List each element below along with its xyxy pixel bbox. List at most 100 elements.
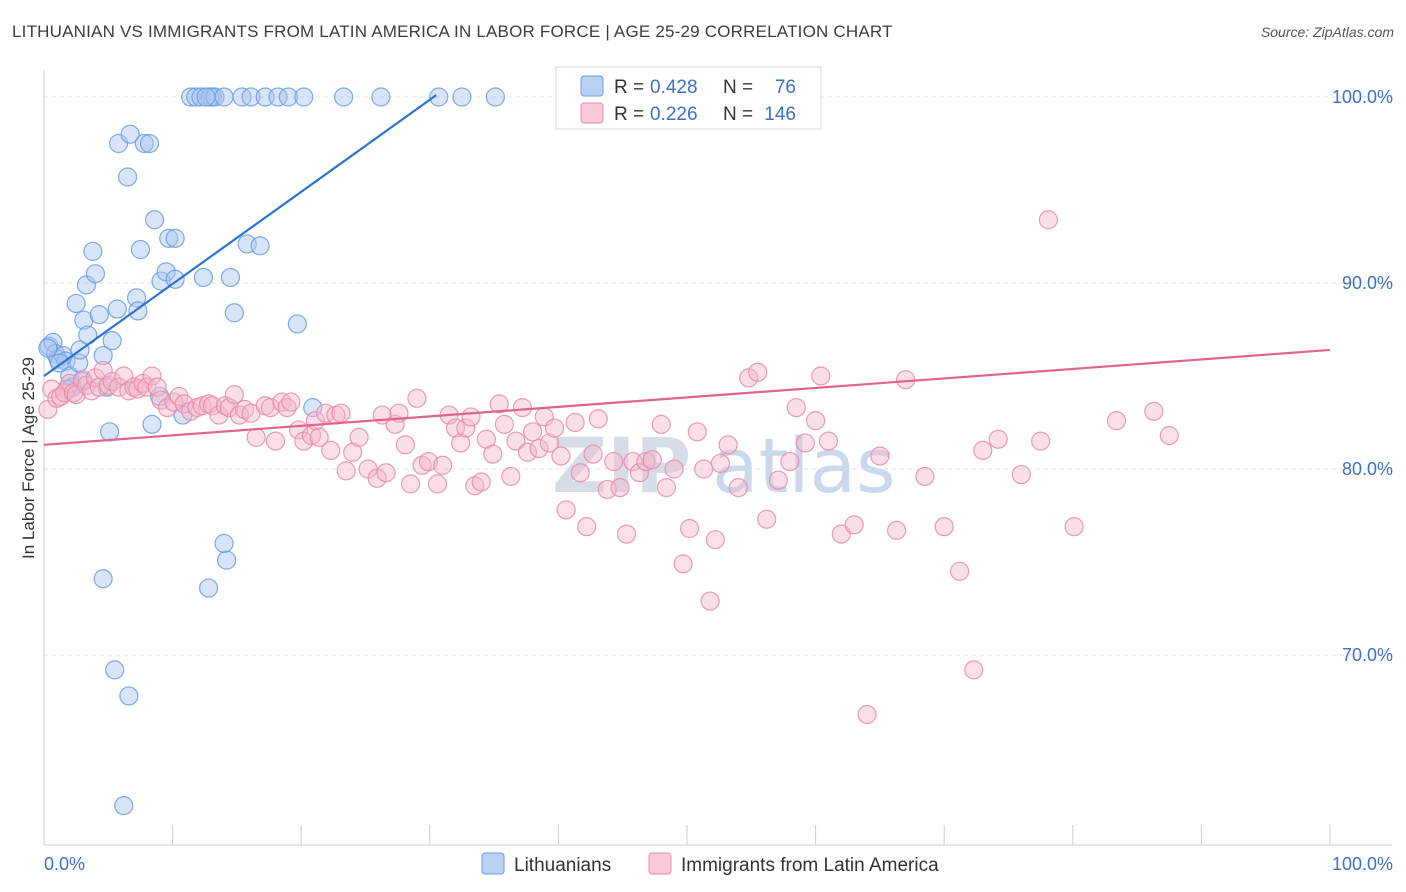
x-tick-labels: 0.0% 100.0%	[44, 854, 1393, 874]
latin-america-point-95	[556, 500, 576, 520]
latin-america-point-83	[489, 394, 509, 414]
latin-america-point-137	[915, 466, 935, 487]
latin-america-point-143	[1011, 464, 1031, 485]
latin-america-point-53	[309, 427, 329, 447]
latin-america-point-129	[811, 366, 831, 386]
lithuanians-point-51	[268, 87, 288, 107]
lithuanians-point-35	[151, 271, 171, 291]
lithuanians-point-17	[85, 264, 106, 284]
lithuanians-point-26	[120, 124, 140, 144]
latin-america-point-22	[137, 377, 157, 397]
y-tick-label-100: 100.0%	[1332, 87, 1393, 107]
latin-america-point-44	[260, 398, 280, 418]
legend-n-label-2: N =	[723, 104, 753, 125]
latin-america-point-80	[471, 472, 491, 492]
lithuanians-point-71	[105, 660, 125, 680]
lithuanians-point-22	[102, 331, 122, 351]
x-tick-label-0: 0.0%	[44, 854, 85, 874]
lithuanians-point-55	[371, 87, 391, 107]
lithuanians-point-19	[93, 345, 113, 366]
y-tick-label-80: 80.0%	[1342, 459, 1393, 479]
latin-america-point-104	[616, 524, 637, 544]
latin-america-point-16	[108, 377, 129, 397]
latin-america-point-113	[679, 518, 700, 539]
latin-america-point-140	[964, 660, 984, 680]
lithuanians-point-52	[278, 87, 298, 107]
latin-america-point-130	[818, 431, 839, 451]
latin-america-point-48	[281, 392, 301, 412]
latin-america-point-131	[831, 524, 851, 544]
latin-america-point-135	[887, 520, 907, 540]
lithuanians-points	[38, 87, 505, 816]
lithuanians-point-37	[159, 228, 179, 248]
latin-america-point-106	[629, 463, 650, 483]
latin-america-points	[38, 210, 1179, 725]
latin-america-point-64	[376, 463, 396, 483]
latin-america-point-114	[687, 422, 707, 442]
latin-america-point-142	[988, 429, 1008, 449]
latin-america-point-32	[192, 396, 212, 416]
chart-source: Source: ZipAtlas.com	[1260, 24, 1394, 40]
latin-america-point-94	[551, 446, 571, 466]
latin-america-point-72	[427, 474, 448, 494]
latin-america-point-102	[604, 451, 624, 472]
latin-america-point-38	[224, 385, 244, 405]
lithuanians-point-60	[217, 550, 237, 570]
lithuanians-point-16	[83, 241, 103, 261]
latin-america-point-45	[265, 431, 286, 451]
latin-america-point-146	[1064, 517, 1084, 537]
legend: R = 0.428 N = 76 R = 0.226 N = 146	[555, 66, 822, 130]
latin-america-point-78	[461, 407, 481, 427]
lithuanians-point-29	[130, 239, 151, 260]
latin-america-point-126	[786, 398, 806, 418]
y-axis-label: In Labor Force | Age 25-29	[19, 357, 38, 559]
lithuanians-point-47	[196, 87, 216, 107]
axes	[43, 70, 1392, 846]
lithuanians-point-53	[294, 87, 314, 107]
latin-america-trend-line	[43, 348, 1331, 446]
legend-r-label-2: R =	[614, 104, 644, 125]
latin-america-point-149	[1159, 425, 1179, 446]
latin-america-point-5	[60, 373, 80, 394]
latin-america-point-133	[857, 704, 877, 725]
latin-america-point-87	[512, 398, 532, 418]
latin-america-point-109	[651, 414, 671, 434]
latin-america-point-60	[349, 427, 369, 447]
latin-america-point-121	[739, 368, 759, 388]
latin-america-point-23	[142, 366, 162, 386]
y-tick-labels: 100.0% 90.0% 80.0% 70.0%	[1332, 87, 1393, 665]
lithuanians-point-72	[119, 686, 139, 706]
latin-america-point-139	[950, 561, 970, 581]
latin-america-point-71	[418, 451, 439, 472]
lithuanians-point-25	[117, 167, 138, 187]
latin-america-point-99	[583, 444, 603, 464]
lithuanians-point-57	[452, 87, 472, 107]
latin-america-point-144	[1031, 431, 1051, 451]
lithuanians-point-65	[224, 303, 244, 323]
latin-america-point-148	[1144, 401, 1164, 421]
legend-swatch-lithuanians	[580, 75, 604, 97]
lithuanians-point-62	[214, 533, 234, 554]
latin-america-point-98	[577, 517, 597, 537]
latin-america-point-134	[870, 446, 890, 466]
latin-america-point-132	[844, 515, 864, 535]
latin-america-point-117	[705, 530, 725, 550]
latin-america-point-84	[494, 414, 514, 434]
bottom-legend-swatch-latin-america	[648, 852, 672, 875]
y-tick-label-70: 70.0%	[1342, 645, 1393, 665]
latin-america-point-55	[321, 440, 341, 460]
latin-america-point-107	[636, 451, 656, 472]
legend-n-value-1: 76	[775, 77, 796, 98]
latin-america-point-147	[1106, 411, 1127, 431]
lithuanians-point-58	[485, 87, 505, 107]
lithuanians-point-9	[66, 293, 86, 314]
latin-america-point-93	[544, 418, 565, 438]
latin-america-point-82	[483, 444, 503, 464]
latin-america-point-73	[433, 455, 453, 475]
latin-america-point-124	[768, 470, 788, 490]
trend-lines	[43, 94, 1331, 446]
legend-r-value-1: 0.428	[650, 77, 698, 98]
latin-america-point-123	[757, 509, 777, 529]
latin-america-point-100	[588, 409, 608, 429]
lithuanians-point-46	[214, 87, 234, 107]
